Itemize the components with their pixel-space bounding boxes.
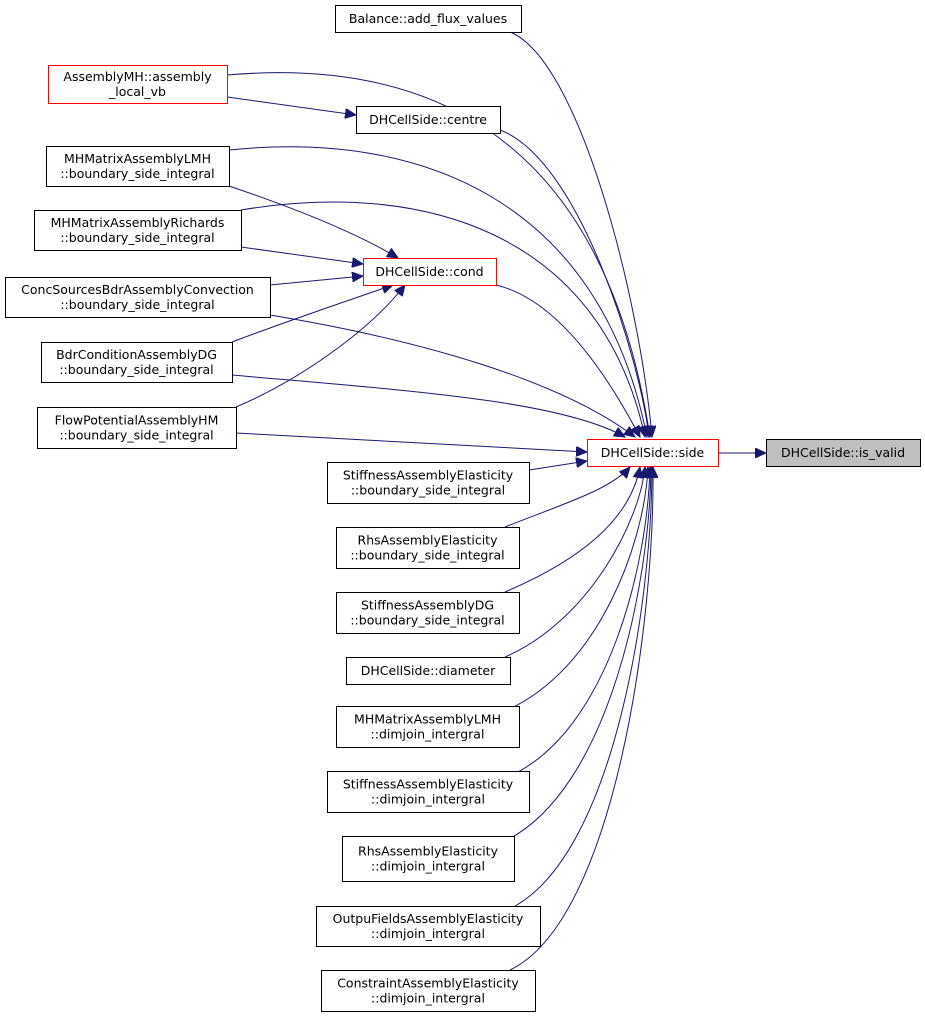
edge — [231, 374, 625, 437]
node-label: Balance::add_flux_values — [349, 11, 507, 26]
node-box — [5, 277, 271, 318]
edges — [226, 31, 766, 971]
node-label: DHCellSide::cond — [375, 264, 483, 279]
edge — [509, 467, 650, 777]
edge — [495, 284, 640, 437]
node-label: DHCellSide::centre — [369, 112, 487, 127]
node-label: AssemblyMH::assembly — [63, 69, 212, 84]
node-box — [336, 706, 520, 748]
edge — [504, 467, 630, 528]
node-label: ConstraintAssemblyElasticity — [337, 976, 519, 991]
node-box — [327, 771, 530, 813]
node-label: StiffnessAssemblyElasticity — [343, 468, 514, 483]
node-box — [48, 65, 228, 104]
node-box — [335, 5, 522, 33]
node-label: ::boundary_side_integral — [60, 297, 214, 312]
node-box — [321, 970, 536, 1012]
edge — [231, 285, 393, 343]
node-label: MHMatrixAssemblyLMH — [64, 151, 211, 166]
edge — [504, 467, 640, 593]
node-box — [34, 210, 242, 251]
edge — [240, 246, 363, 264]
edge — [528, 461, 587, 471]
edge — [235, 432, 587, 452]
node-box — [327, 462, 530, 504]
node-label: ::boundary_side_integral — [60, 230, 214, 245]
node-label: FlowPotentialAssemblyHM — [55, 413, 219, 428]
node-label: ::boundary_side_integral — [350, 613, 504, 628]
node-box — [587, 439, 719, 467]
node-label: ::boundary_side_integral — [351, 483, 505, 498]
node-label: DHCellSide::side — [601, 445, 705, 460]
node-box — [346, 657, 511, 685]
node-box — [336, 592, 520, 634]
edge — [235, 285, 405, 408]
node-box — [356, 106, 501, 134]
edge — [504, 467, 645, 658]
edge — [509, 31, 652, 437]
node-label: OutpuFieldsAssemblyElasticity — [333, 911, 524, 926]
edge — [504, 467, 648, 712]
node-label: _local_vb — [108, 84, 166, 99]
node-label: ConcSourcesBdrAssemblyConvection — [21, 282, 254, 297]
node-label: MHMatrixAssemblyRichards — [51, 215, 225, 230]
node-box — [41, 342, 233, 383]
node-label: RhsAssemblyElasticity — [358, 533, 499, 548]
edge — [240, 201, 645, 437]
edge — [504, 467, 651, 842]
node-box — [363, 258, 497, 286]
node-label: MHMatrixAssemblyLMH — [354, 712, 501, 727]
edge — [226, 96, 356, 115]
node-label: ::boundary_side_integral — [59, 428, 213, 443]
node-label: BdrConditionAssemblyDG — [56, 347, 217, 362]
node-label: StiffnessAssemblyDG — [361, 598, 494, 613]
node-label: DHCellSide::is_valid — [781, 445, 905, 460]
node-label: ::boundary_side_integral — [350, 548, 504, 563]
node-label: ::boundary_side_integral — [60, 166, 214, 181]
node-label: ::dimjoin_intergral — [371, 859, 485, 874]
node-label: ::dimjoin_intergral — [371, 727, 485, 742]
edge — [269, 314, 635, 437]
node-box — [336, 527, 520, 569]
node-box — [46, 146, 230, 187]
node-label: RhsAssemblyElasticity — [358, 844, 499, 859]
node-label: StiffnessAssemblyElasticity — [343, 777, 514, 792]
node-box — [37, 407, 237, 449]
edge — [514, 467, 652, 907]
edge — [269, 276, 363, 286]
node-label: DHCellSide::diameter — [361, 663, 496, 678]
node-box — [342, 836, 515, 882]
edge — [509, 467, 653, 971]
node-box — [766, 439, 921, 467]
node-label: ::dimjoin_intergral — [371, 792, 485, 807]
edge — [228, 185, 398, 258]
edge — [228, 146, 647, 437]
edge — [499, 129, 649, 437]
node-label: ::boundary_side_integral — [59, 362, 213, 377]
node-label: ::dimjoin_intergral — [371, 926, 485, 941]
node-label: ::dimjoin_intergral — [371, 991, 485, 1006]
node-box — [316, 906, 541, 947]
